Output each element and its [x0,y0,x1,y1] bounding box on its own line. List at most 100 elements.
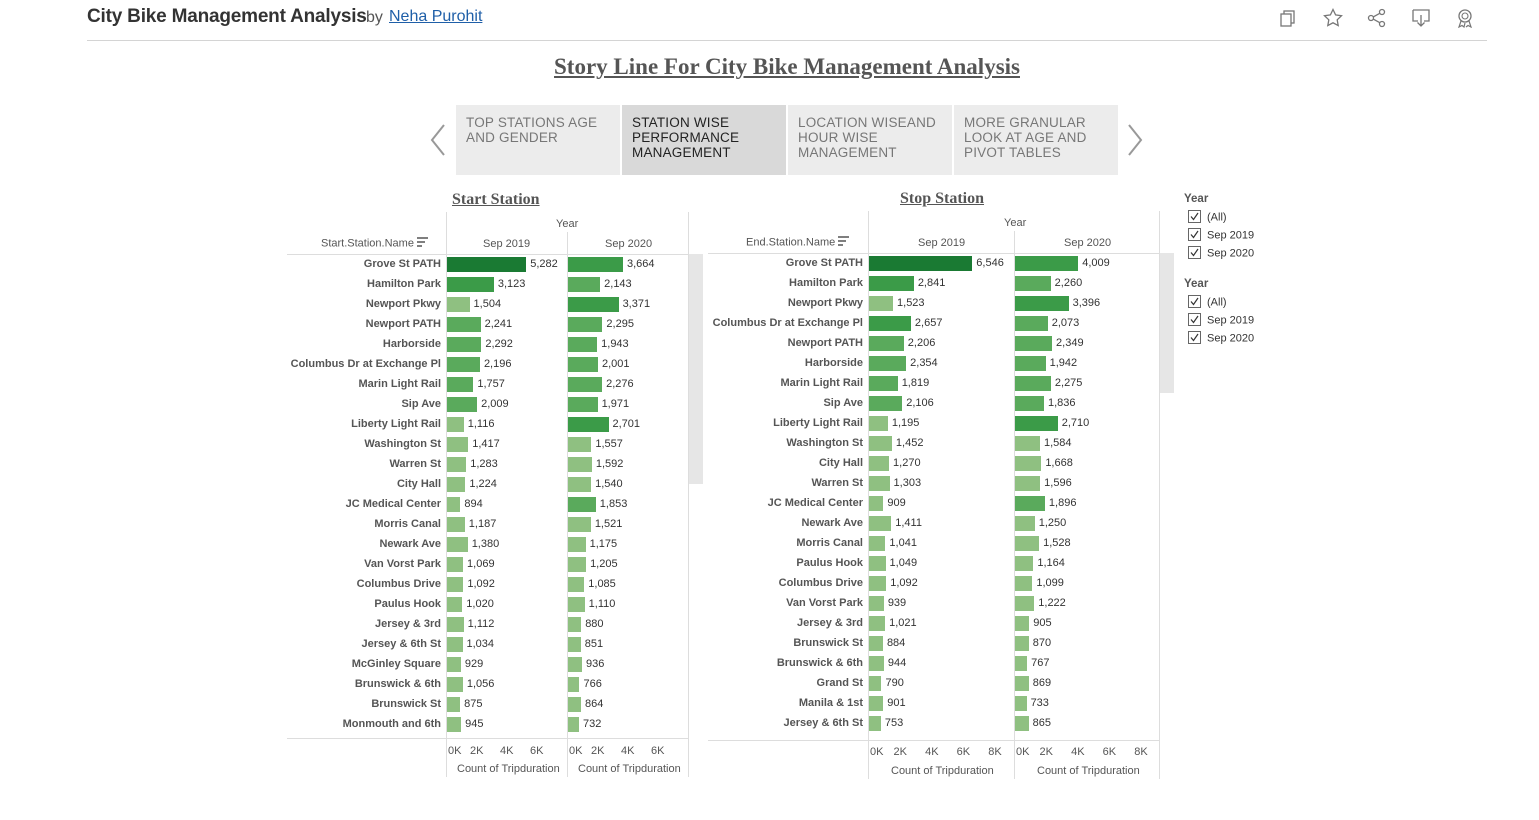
bar-mark[interactable] [1015,496,1045,511]
bar-mark[interactable] [1015,556,1034,571]
station-label[interactable]: Newport Pkwy [365,298,441,310]
bar-mark[interactable] [447,417,464,432]
station-label[interactable]: Newport Pkwy [787,297,863,309]
bar-mark[interactable] [568,577,585,592]
checkbox-checked-icon[interactable] [1188,295,1201,308]
year-filter-2-all[interactable]: (All) [1188,295,1227,309]
bar-mark[interactable] [447,657,461,672]
bar-mark[interactable] [869,396,903,411]
bar-mark[interactable] [568,257,623,272]
story-next-arrow[interactable] [1125,122,1145,158]
station-label[interactable]: Jersey & 6th St [783,717,863,729]
bar-mark[interactable] [869,516,892,531]
sort-icon[interactable] [838,236,850,249]
station-label[interactable]: Brunswick & 6th [776,657,863,669]
station-label[interactable]: Van Vorst Park [364,558,441,570]
share-icon[interactable] [1367,8,1387,28]
station-label[interactable]: Hamilton Park [367,278,441,290]
sort-icon[interactable] [416,237,428,250]
bar-mark[interactable] [1015,536,1040,551]
bar-mark[interactable] [568,497,596,512]
station-label[interactable]: Hamilton Park [789,277,863,289]
bar-mark[interactable] [568,277,601,292]
bar-mark[interactable] [869,316,911,331]
bar-mark[interactable] [447,297,470,312]
station-label[interactable]: Grand St [816,677,863,689]
story-point-4[interactable]: MORE GRANULAR LOOK AT AGE AND PIVOT TABL… [954,105,1118,175]
bar-mark[interactable] [568,637,581,652]
bar-mark[interactable] [568,657,583,672]
station-label[interactable]: Marin Light Rail [358,378,442,390]
bar-mark[interactable] [1015,456,1042,471]
bar-mark[interactable] [869,356,907,371]
checkbox-checked-icon[interactable] [1188,210,1201,223]
bar-mark[interactable] [869,716,881,731]
station-label[interactable]: JC Medical Center [767,497,863,509]
story-prev-arrow[interactable] [428,122,448,158]
bar-mark[interactable] [869,496,884,511]
bar-mark[interactable] [447,597,463,612]
bar-mark[interactable] [447,537,468,552]
station-label[interactable]: Warren St [389,458,441,470]
bar-mark[interactable] [869,436,892,451]
station-label[interactable]: Sip Ave [823,397,863,409]
bar-mark[interactable] [1015,316,1048,331]
bar-mark[interactable] [568,457,592,472]
station-label[interactable]: Harborside [382,338,441,350]
station-label[interactable]: Van Vorst Park [786,597,863,609]
station-label[interactable]: JC Medical Center [345,498,441,510]
bar-mark[interactable] [869,416,888,431]
station-label[interactable]: Liberty Light Rail [773,417,863,429]
year-filter-2-sep2020[interactable]: Sep 2020 [1188,331,1254,345]
bar-mark[interactable] [1015,436,1040,451]
station-label[interactable]: Columbus Drive [356,578,441,590]
bar-mark[interactable] [568,557,587,572]
checkbox-checked-icon[interactable] [1188,313,1201,326]
station-label[interactable]: Brunswick St [793,637,863,649]
bar-mark[interactable] [447,677,463,692]
bar-mark[interactable] [447,437,469,452]
story-point-1[interactable]: TOP STATIONS AGE AND GENDER [456,105,620,175]
bar-mark[interactable] [869,696,884,711]
bar-mark[interactable] [568,717,579,732]
station-label[interactable]: City Hall [818,457,863,469]
bar-mark[interactable] [869,576,887,591]
bar-mark[interactable] [1015,336,1053,351]
station-label[interactable]: Marin Light Rail [780,377,864,389]
bar-mark[interactable] [1015,396,1044,411]
bar-mark[interactable] [447,257,527,272]
bar-mark[interactable] [568,297,619,312]
bar-mark[interactable] [568,437,592,452]
bar-mark[interactable] [869,636,883,651]
bar-mark[interactable] [568,597,585,612]
bar-mark[interactable] [1015,276,1051,291]
badge-icon[interactable] [1455,8,1475,29]
bar-mark[interactable] [1015,716,1029,731]
bar-mark[interactable] [447,497,461,512]
station-label[interactable]: Morris Canal [374,518,441,530]
bar-mark[interactable] [447,617,464,632]
bar-mark[interactable] [447,377,474,392]
bar-mark[interactable] [1015,376,1051,391]
bar-mark[interactable] [447,317,481,332]
checkbox-checked-icon[interactable] [1188,228,1201,241]
station-label[interactable]: Liberty Light Rail [351,418,441,430]
station-label[interactable]: Newark Ave [801,517,863,529]
station-label[interactable]: Warren St [811,477,863,489]
bar-mark[interactable] [447,357,480,372]
bar-mark[interactable] [447,477,466,492]
bar-mark[interactable] [1015,616,1030,631]
year-filter-1-sep2019[interactable]: Sep 2019 [1188,228,1254,242]
station-label[interactable]: Newark Ave [379,538,441,550]
start-row-header[interactable]: Start.Station.Name [321,237,428,250]
stop-scrollbar[interactable] [1160,253,1174,393]
bar-mark[interactable] [568,677,580,692]
bar-mark[interactable] [447,337,482,352]
copy-icon[interactable] [1279,8,1299,28]
station-label[interactable]: Monmouth and 6th [342,718,441,730]
bar-mark[interactable] [568,617,582,632]
station-label[interactable]: Newport PATH [365,318,441,330]
bar-mark[interactable] [447,277,494,292]
bar-mark[interactable] [869,616,886,631]
station-label[interactable]: McGinley Square [351,658,441,670]
